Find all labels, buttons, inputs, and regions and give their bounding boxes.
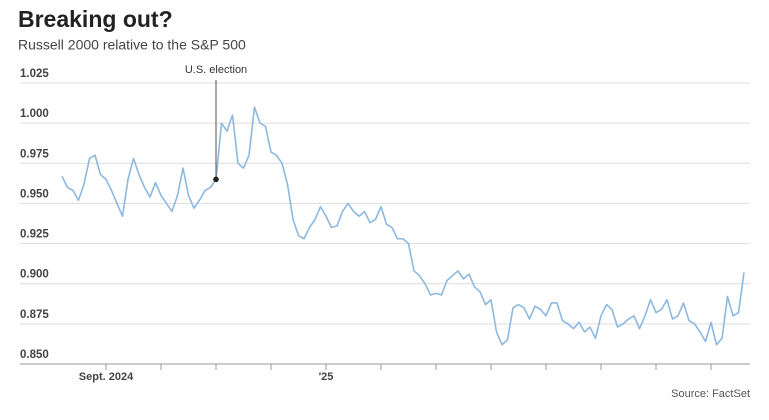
y-tick-label: 0.875 <box>20 309 49 321</box>
chart-subtitle: Russell 2000 relative to the S&P 500 <box>18 37 246 53</box>
source: Source: FactSet <box>671 388 750 400</box>
y-tick-label: 0.925 <box>20 229 49 241</box>
data-line <box>61 106 745 346</box>
x-tick-label: '25 <box>319 371 334 383</box>
annotation-dot <box>213 176 219 183</box>
x-tick-label: Sept. 2024 <box>79 371 134 383</box>
y-tick-label: 1.025 <box>20 68 49 80</box>
y-tick-label: 0.950 <box>20 188 49 200</box>
chart-title: Breaking out? <box>18 6 173 32</box>
y-tick-label: 0.900 <box>20 269 49 281</box>
annotation-label: U.S. election <box>185 64 247 76</box>
y-tick-label: 1.000 <box>20 108 49 120</box>
y-tick-label: 0.975 <box>20 148 49 160</box>
y-tick-label: 0.850 <box>20 349 49 361</box>
